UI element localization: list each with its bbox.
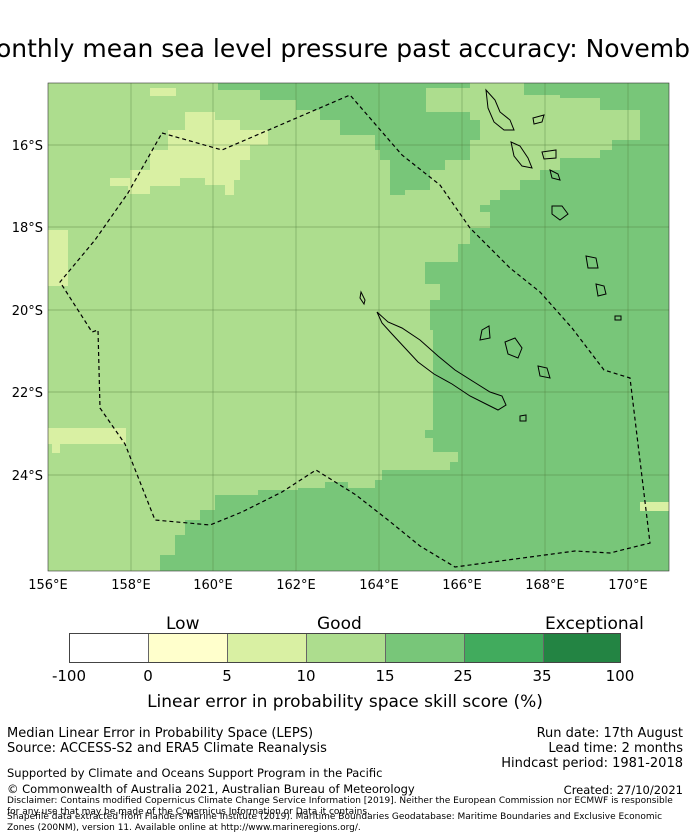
colorbar-tick: -100 bbox=[51, 667, 87, 685]
colorbar-tick: 25 bbox=[453, 667, 473, 685]
colorbar-tick: 0 bbox=[143, 667, 153, 685]
skill-map: 156°E 158°E 160°E 162°E 164°E 166°E 168°… bbox=[12, 82, 670, 593]
vanuatu-island-4 bbox=[541, 149, 557, 160]
lat-label: 20°S bbox=[12, 304, 43, 319]
lat-label: 18°S bbox=[12, 221, 43, 236]
disclaimer: Disclaimer: Contains modified Copernicus… bbox=[7, 796, 673, 817]
latitude-labels: 16°S 18°S 20°S 22°S 24°S bbox=[12, 139, 43, 484]
loyalty-island-3 bbox=[537, 365, 551, 379]
lead-time: Lead time: 2 months bbox=[548, 741, 683, 756]
colorbar-tick: 5 bbox=[222, 667, 232, 685]
coastlines bbox=[359, 88, 622, 422]
vanuatu-island-2 bbox=[532, 114, 545, 125]
vanuatu-island-1 bbox=[485, 88, 515, 131]
lon-label: 170°E bbox=[608, 578, 648, 593]
colorbar-tick: 15 bbox=[375, 667, 395, 685]
islet bbox=[614, 315, 622, 321]
lon-label: 158°E bbox=[111, 578, 151, 593]
colorbar bbox=[69, 633, 621, 663]
colorbar-bin bbox=[307, 634, 386, 662]
lon-label: 164°E bbox=[359, 578, 399, 593]
good-skill-areas bbox=[160, 83, 669, 571]
loyalty-island-2 bbox=[504, 337, 523, 359]
hindcast-period: Hindcast period: 1981-2018 bbox=[501, 756, 683, 771]
lon-label: 160°E bbox=[193, 578, 233, 593]
lon-label: 162°E bbox=[276, 578, 316, 593]
colorbar-tick: 100 bbox=[605, 667, 635, 685]
lat-label: 16°S bbox=[12, 139, 43, 154]
category-low: Low bbox=[166, 614, 200, 634]
lon-label: 168°E bbox=[525, 578, 565, 593]
colorbar-bin bbox=[228, 634, 307, 662]
source-label: Source: ACCESS-S2 and ERA5 Climate Reana… bbox=[7, 741, 327, 756]
colorbar-bin bbox=[544, 634, 620, 662]
colorbar-tick: 10 bbox=[296, 667, 316, 685]
colorbar-bin bbox=[149, 634, 228, 662]
colorbar-tick: 35 bbox=[532, 667, 552, 685]
eez-boundary bbox=[59, 94, 651, 568]
lon-label: 166°E bbox=[442, 578, 482, 593]
vanuatu-island-3 bbox=[510, 141, 533, 169]
map-title: Monthly mean sea level pressure past acc… bbox=[0, 34, 690, 63]
longitude-labels: 156°E 158°E 160°E 162°E 164°E 166°E 168°… bbox=[28, 578, 648, 593]
run-date: Run date: 17th August bbox=[536, 726, 683, 741]
isle-of-pines bbox=[519, 414, 527, 422]
colorbar-bin bbox=[465, 634, 544, 662]
created-date: Created: 27/10/2021 bbox=[563, 783, 683, 797]
lon-label: 156°E bbox=[28, 578, 68, 593]
shapefile-credit: Shapefile data extracted from Flanders M… bbox=[7, 812, 663, 833]
category-exceptional: Exceptional bbox=[545, 614, 644, 634]
vanuatu-island-7 bbox=[585, 255, 599, 269]
colorbar-title: Linear error in probability space skill … bbox=[147, 692, 543, 712]
new-caledonia-main-island bbox=[376, 311, 507, 411]
support-credit: Supported by Climate and Oceans Support … bbox=[7, 766, 383, 780]
low-skill-patches bbox=[48, 88, 669, 511]
vanuatu-island-6 bbox=[551, 205, 569, 221]
vanuatu-island-8 bbox=[595, 283, 607, 297]
metric-label: Median Linear Error in Probability Space… bbox=[7, 726, 314, 741]
lat-label: 24°S bbox=[12, 469, 43, 484]
loyalty-island-1 bbox=[479, 325, 491, 341]
islet bbox=[359, 290, 366, 306]
copyright: © Commonwealth of Australia 2021, Austra… bbox=[7, 782, 415, 796]
colorbar-bin bbox=[70, 634, 149, 662]
map-frame bbox=[47, 82, 670, 572]
colorbar-bin bbox=[386, 634, 465, 662]
lat-label: 22°S bbox=[12, 386, 43, 401]
vanuatu-island-5 bbox=[549, 169, 561, 181]
category-good: Good bbox=[317, 614, 362, 634]
graticule bbox=[48, 83, 669, 571]
